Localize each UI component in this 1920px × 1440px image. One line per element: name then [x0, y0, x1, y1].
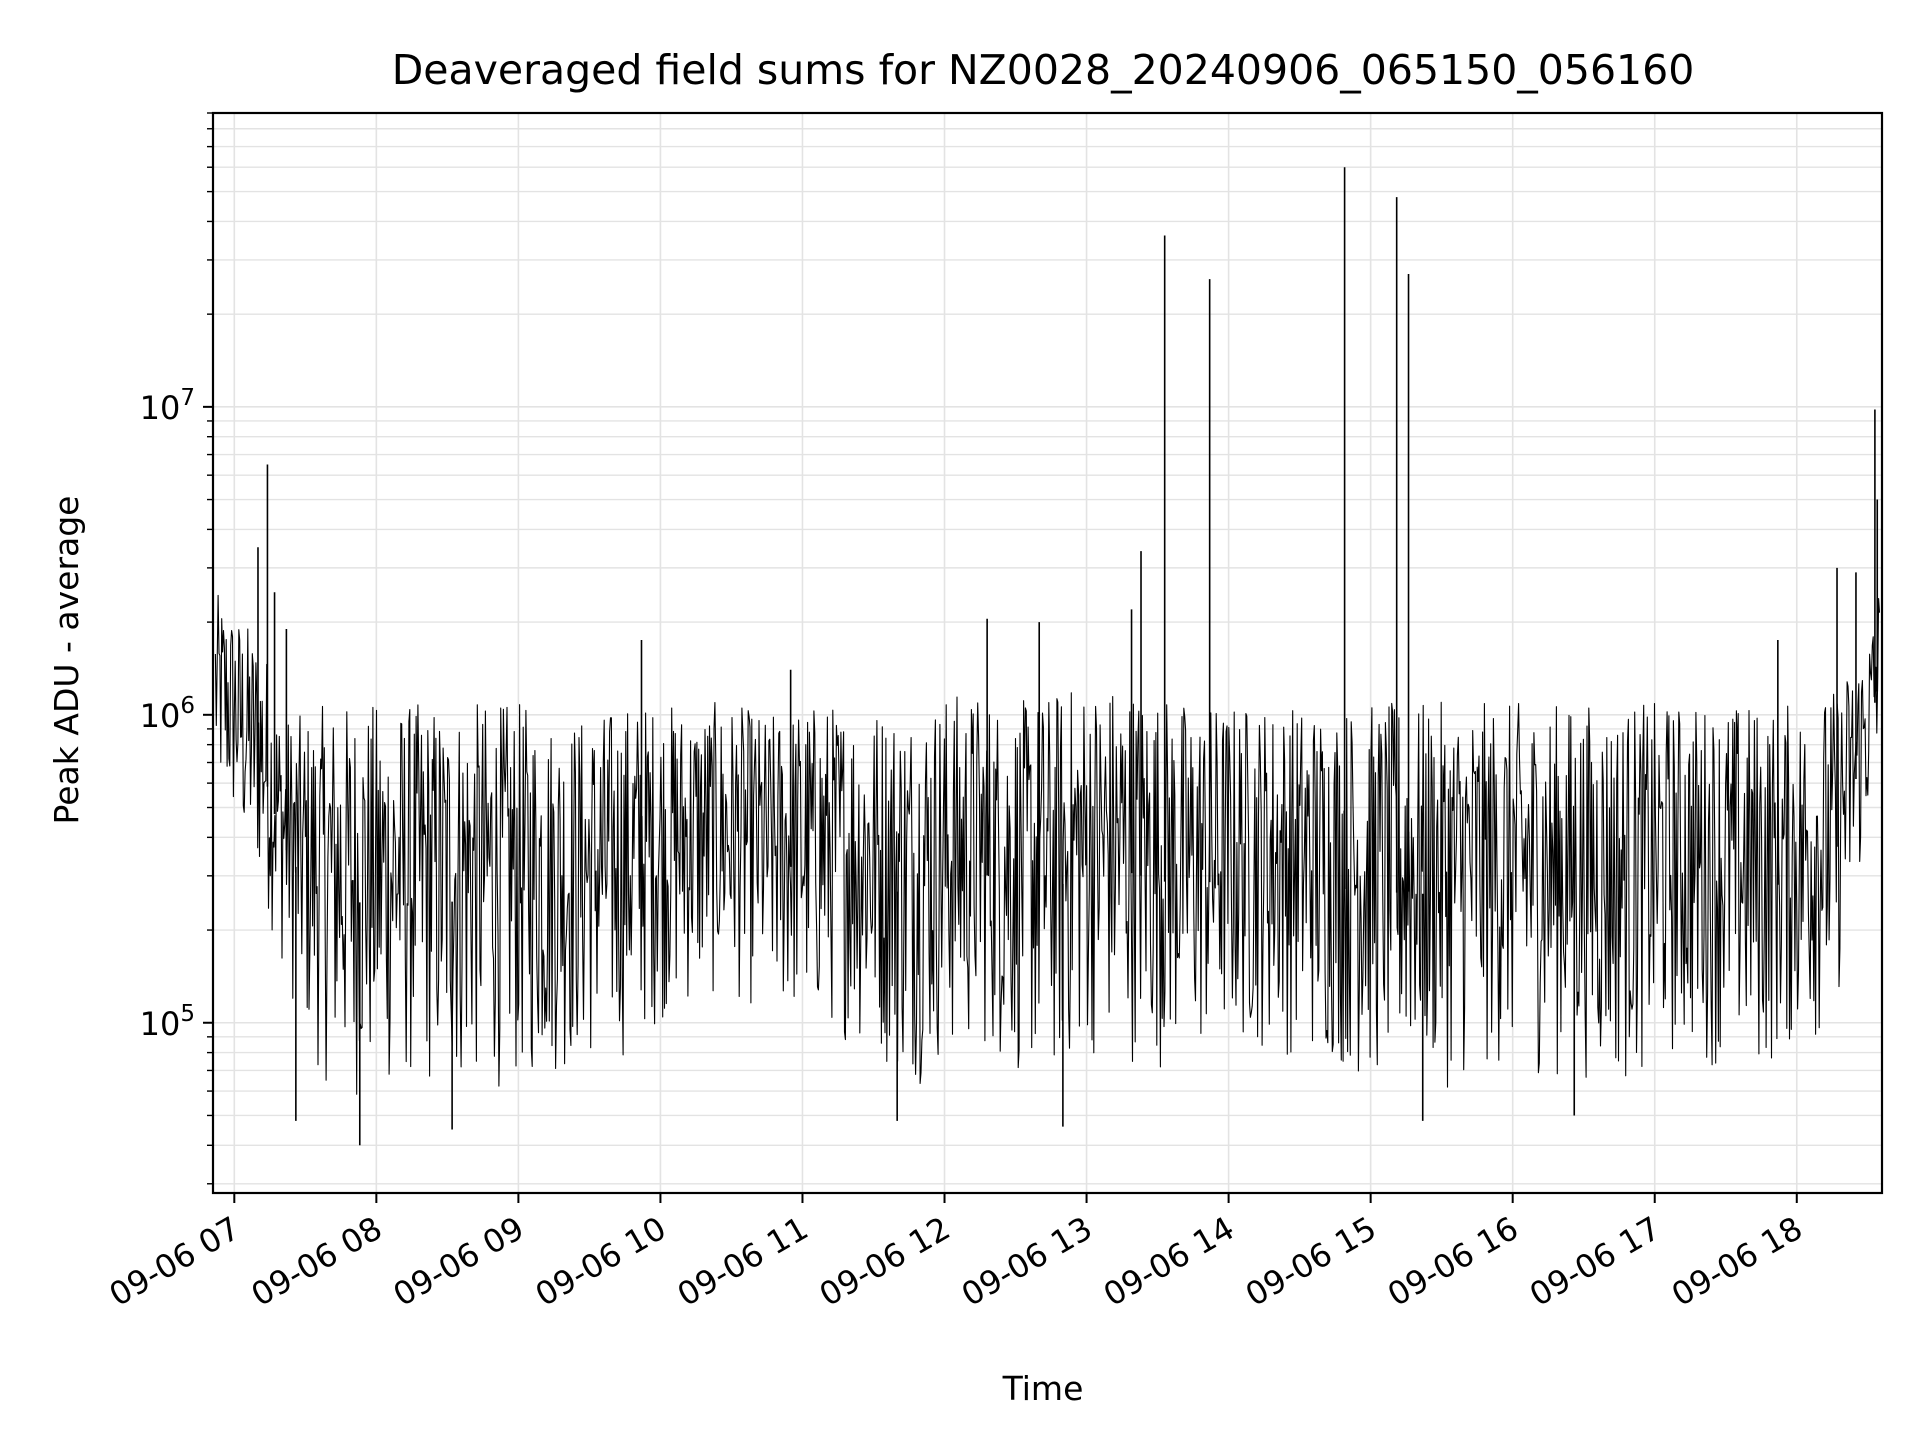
plot-frame [211, 111, 1884, 1195]
chart-title: Deaveraged field sums for NZ0028_2024090… [392, 46, 1695, 94]
x-axis-title: Time [1002, 1369, 1084, 1408]
data-line [214, 594, 1881, 1095]
y-tick-label: 106 [140, 693, 195, 735]
y-tick-label: 107 [140, 385, 195, 427]
grid-lines [213, 112, 1882, 1193]
data-series [214, 167, 1881, 1146]
y-tick-label: 105 [140, 1001, 195, 1043]
y-axis-title: Peak ADU - average [47, 496, 86, 825]
